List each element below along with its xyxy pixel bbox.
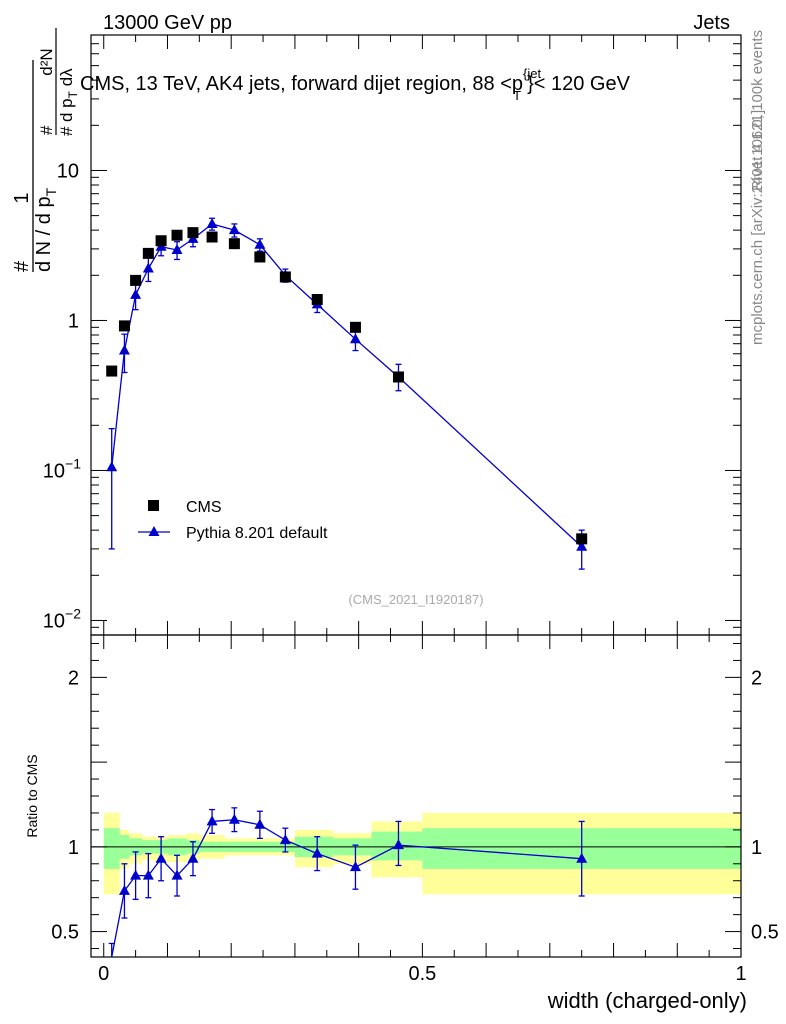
- y-tick-label: 1: [68, 310, 79, 332]
- ratio-point: [349, 861, 361, 872]
- legend-label-pythia: Pythia 8.201 default: [186, 525, 328, 542]
- y-tick-label: 10−2: [43, 605, 81, 632]
- cms-point: [206, 231, 218, 243]
- svg-text:d²N: d²N: [37, 48, 56, 75]
- main-y-label: # 1 d N / d pT # d²N # d pT dλ: [11, 28, 80, 272]
- main-series: [106, 217, 588, 570]
- pythia-point: [349, 333, 361, 344]
- main-title: CMS, 13 TeV, AK4 jets, forward dijet reg…: [80, 66, 631, 103]
- ratio-point: [228, 813, 240, 824]
- main-y-tick-labels: 10 1 10−1 10−2: [43, 160, 81, 632]
- ratio-point: [206, 815, 218, 826]
- svg-text:1: 1: [11, 192, 33, 203]
- rivet-label: Rivet 4.1.0, 100k events: [749, 30, 766, 191]
- header-right: Jets: [693, 12, 730, 34]
- ratio-y-tick-label-right: 2: [751, 667, 762, 689]
- ratio-y-label: Ratio to CMS: [24, 754, 40, 837]
- ratio-point: [130, 869, 142, 880]
- x-tick-label: 0.5: [408, 963, 436, 985]
- pythia-point: [206, 217, 218, 228]
- ratio-series: [108, 807, 588, 958]
- cms-point: [392, 371, 404, 383]
- ratio-point: [187, 852, 199, 863]
- x-axis-label: width (charged-only): [547, 988, 747, 1013]
- cms-point: [187, 227, 199, 239]
- pythia-point: [142, 262, 154, 273]
- ratio-point: [155, 852, 167, 863]
- x-tick-label: 1: [735, 963, 746, 985]
- x-tick-label: 0: [98, 963, 109, 985]
- mcplots-label: mcplots.cern.ch [arXiv:2401.10621]: [749, 110, 766, 345]
- pythia-point: [130, 288, 142, 299]
- main-frame: [90, 34, 742, 636]
- header-left: 13000 GeV pp: [103, 12, 232, 34]
- legend-marker-cms: [148, 500, 159, 511]
- ratio-point: [254, 818, 266, 829]
- pythia-point: [576, 540, 588, 551]
- cms-point: [349, 321, 361, 333]
- y-tick-label: 10−1: [43, 455, 81, 482]
- ratio-point: [311, 847, 323, 858]
- ratio-tick-labels: 2 21 10.5 0.50 0.5 1: [51, 667, 779, 985]
- pythia-point: [254, 238, 266, 249]
- cms-point: [142, 247, 154, 259]
- ratio-y-tick-label-left: 2: [68, 667, 79, 689]
- cms-point: [228, 238, 240, 250]
- main-y-label-den: d N / d pT: [33, 187, 59, 272]
- pythia-point: [118, 344, 130, 355]
- pythia-line: [111, 223, 583, 548]
- cms-point: [106, 365, 118, 377]
- ratio-point: [118, 884, 130, 895]
- svg-text:#: #: [37, 125, 56, 135]
- uncertainty-band-green: [103, 828, 120, 869]
- ratio-y-tick-label-left: 1: [68, 837, 79, 859]
- ratio-point: [392, 839, 404, 850]
- cms-point: [576, 533, 588, 545]
- ratio-bands: [103, 812, 741, 895]
- ratio-point: [171, 869, 183, 880]
- legend-label-cms: CMS: [186, 499, 222, 516]
- svg-text:d pT dλ: d pT dλ: [57, 68, 80, 122]
- pythia-point: [171, 243, 183, 254]
- cms-point: [118, 320, 130, 332]
- ratio-frame: [90, 634, 742, 958]
- legend-marker-pythia: [148, 526, 160, 536]
- pythia-point: [228, 224, 240, 235]
- svg-text:#: #: [57, 126, 76, 136]
- svg-text:#: #: [11, 260, 33, 272]
- cms-point: [171, 229, 183, 241]
- legend: CMS Pythia 8.201 default: [138, 499, 328, 542]
- ratio-y-tick-label-right: 0.5: [751, 922, 779, 944]
- cms-point: [155, 235, 167, 247]
- ratio-y-tick-label-right: 1: [751, 837, 762, 859]
- y-tick-label: 10: [57, 160, 79, 182]
- ratio-point: [142, 869, 154, 880]
- ratio-axis-ticks: [91, 635, 742, 957]
- ratio-point: [576, 852, 588, 863]
- main-axis-ticks: [91, 34, 742, 636]
- ratio-y-tick-label-left: 0.5: [51, 922, 79, 944]
- pythia-point: [106, 461, 118, 472]
- cms-point: [279, 271, 291, 283]
- cms-point: [130, 274, 142, 286]
- cms-point: [311, 293, 323, 305]
- ratio-point: [279, 834, 291, 845]
- cms-point: [254, 251, 266, 263]
- analysis-watermark: (CMS_2021_I1920187): [348, 592, 483, 607]
